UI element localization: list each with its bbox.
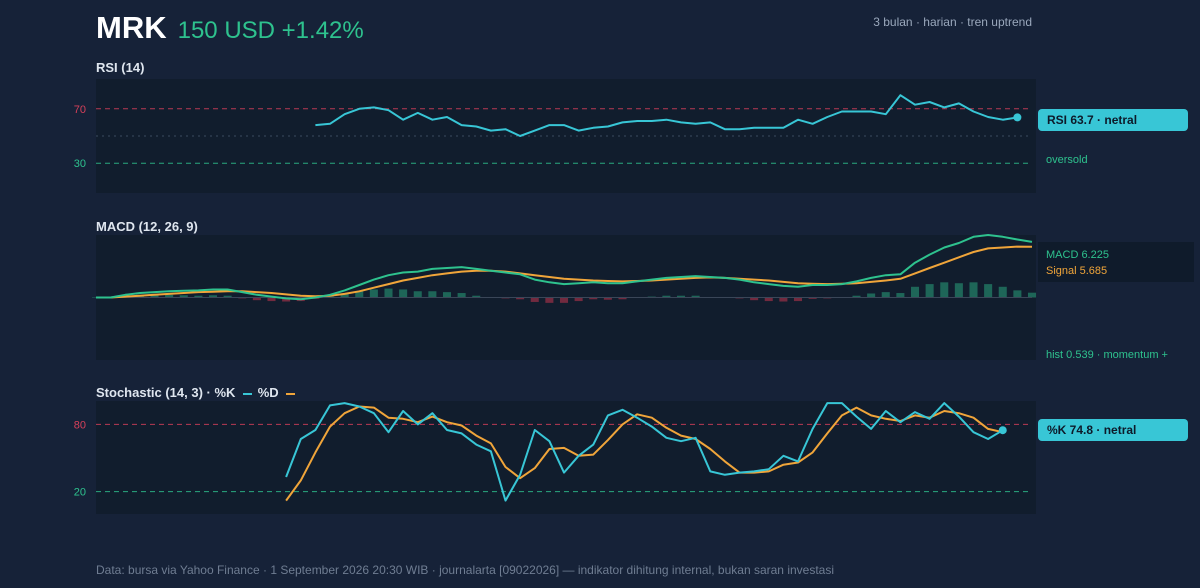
histogram-bar <box>603 297 612 300</box>
histogram-bar <box>340 293 349 298</box>
stoch-k-legend-line <box>243 392 253 395</box>
histogram-bar <box>662 295 671 298</box>
histogram-bar <box>925 284 934 298</box>
histogram-bar <box>223 295 232 298</box>
histogram-bar <box>428 291 437 298</box>
histogram-bar <box>282 297 291 302</box>
histogram-bar <box>516 297 525 300</box>
histogram-bar <box>355 291 364 298</box>
histogram-bar <box>940 282 949 298</box>
histogram-bar <box>413 291 422 298</box>
histogram-bar <box>530 297 539 302</box>
histogram-bar <box>399 289 408 298</box>
ticker-symbol: MRK <box>96 10 167 45</box>
stoch-d-legend-text: %D <box>257 385 279 400</box>
y-tick-label: 20 <box>74 487 86 499</box>
rsi-value-tag: RSI 63.7 · netral <box>1038 109 1188 131</box>
histogram-bar <box>267 297 276 302</box>
series-line-rsi <box>315 94 1018 137</box>
rsi-title: RSI (14) <box>96 60 145 75</box>
stoch-title: Stochastic (14, 3) · %K %D <box>96 385 297 400</box>
histogram-bar <box>793 297 803 302</box>
histogram-bar <box>852 295 861 298</box>
oversold-label: oversold <box>1046 154 1088 166</box>
histogram-bar <box>691 295 700 298</box>
histogram-bar <box>676 295 686 298</box>
footer-source: Data: bursa via Yahoo Finance · 1 Septem… <box>96 563 834 577</box>
histogram-bar <box>559 297 569 303</box>
histogram-bar <box>384 288 393 298</box>
macd-legend-macd: MACD 6.225 <box>1046 249 1109 261</box>
y-tick-label: 70 <box>74 104 86 116</box>
histogram-bar <box>574 297 583 302</box>
series-line-pctd <box>285 405 1004 502</box>
series-line-signal <box>96 245 1033 299</box>
histogram-bar <box>1013 290 1022 298</box>
histogram-bar <box>1027 292 1037 298</box>
y-tick-label: 80 <box>74 419 86 431</box>
histogram-bar <box>998 286 1007 298</box>
histogram-bar <box>369 289 378 298</box>
histogram-bar <box>545 297 554 303</box>
histogram-bar <box>881 292 890 298</box>
last-value-dot <box>1013 113 1022 122</box>
histogram-bar <box>194 295 203 298</box>
stoch-value-tag: %K 74.8 · netral <box>1038 419 1188 441</box>
histogram-bar <box>252 297 261 301</box>
macd-title: MACD (12, 26, 9) <box>96 219 198 234</box>
chart-meta: 3 bulan · harian · tren uptrend <box>873 15 1032 29</box>
histogram-bar <box>589 297 598 300</box>
histogram-bar <box>457 293 466 298</box>
series-line-pctk <box>285 402 1004 502</box>
histogram-bar <box>984 284 993 298</box>
histogram-bar <box>910 286 920 298</box>
histogram-bar <box>179 295 188 298</box>
macd-hist-label: hist 0.539 · momentum + <box>1046 349 1168 361</box>
histogram-bar <box>779 297 788 302</box>
y-tick-label: 30 <box>74 158 86 170</box>
histogram-bar <box>472 295 481 298</box>
series-line-macd <box>96 234 1033 301</box>
histogram-bar <box>867 293 876 298</box>
histogram-bar <box>442 292 452 298</box>
histogram-bar <box>954 283 963 298</box>
price-change: 150 USD +1.42% <box>177 17 364 44</box>
histogram-bar <box>808 297 817 299</box>
last-value-dot <box>998 426 1007 435</box>
histogram-bar <box>208 295 218 298</box>
histogram-bar <box>764 297 773 302</box>
histogram-bar <box>150 294 159 298</box>
histogram-bar <box>165 294 174 298</box>
macd-legend: MACD 6.225 Signal 5.685 <box>1038 242 1194 282</box>
header: MRK 150 USD +1.42% <box>96 10 364 46</box>
stoch-d-legend-line <box>286 392 296 395</box>
histogram-bar <box>969 282 978 298</box>
histogram-bar <box>618 297 627 300</box>
stoch-title-text: Stochastic (14, 3) · %K <box>96 385 236 400</box>
macd-legend-signal: Signal 5.685 <box>1046 265 1108 277</box>
histogram-bar <box>896 293 905 298</box>
histogram-bar <box>750 297 759 301</box>
